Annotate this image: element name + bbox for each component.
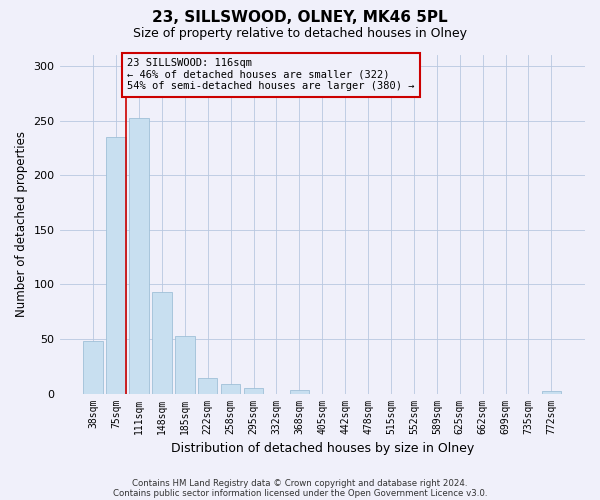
Bar xyxy=(129,118,149,394)
Text: Contains public sector information licensed under the Open Government Licence v3: Contains public sector information licen… xyxy=(113,488,487,498)
Bar xyxy=(106,137,126,394)
Bar xyxy=(244,388,263,394)
Text: Contains HM Land Registry data © Crown copyright and database right 2024.: Contains HM Land Registry data © Crown c… xyxy=(132,478,468,488)
Text: Size of property relative to detached houses in Olney: Size of property relative to detached ho… xyxy=(133,28,467,40)
Y-axis label: Number of detached properties: Number of detached properties xyxy=(15,132,28,318)
X-axis label: Distribution of detached houses by size in Olney: Distribution of detached houses by size … xyxy=(170,442,474,455)
Bar xyxy=(221,384,241,394)
Bar xyxy=(290,390,309,394)
Bar xyxy=(152,292,172,394)
Text: 23 SILLSWOOD: 116sqm
← 46% of detached houses are smaller (322)
54% of semi-deta: 23 SILLSWOOD: 116sqm ← 46% of detached h… xyxy=(127,58,415,92)
Bar xyxy=(542,392,561,394)
Bar xyxy=(175,336,194,394)
Text: 23, SILLSWOOD, OLNEY, MK46 5PL: 23, SILLSWOOD, OLNEY, MK46 5PL xyxy=(152,10,448,25)
Bar xyxy=(198,378,217,394)
Bar xyxy=(83,341,103,394)
